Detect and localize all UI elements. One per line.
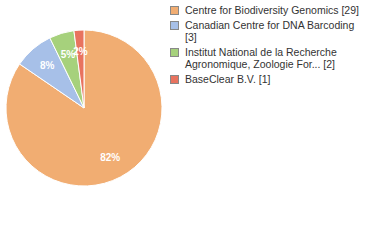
html-text:Centre for Biodiversity Genomi: Centre for Biodiversity Genomics [29]	[185, 4, 359, 16]
svg-text:82%: 82%	[100, 152, 120, 163]
svg-text:8%: 8%	[40, 60, 55, 71]
html-text:Canadian Centre for DNA Barcod: Canadian Centre for DNA Barcoding [3]	[185, 19, 355, 43]
html-text:Institut National de la Recher: Institut National de la Recherche Agrono…	[185, 46, 337, 70]
html-text:BaseClear B.V. [1]: BaseClear B.V. [1]	[185, 73, 271, 85]
svg-text:5%: 5%	[60, 48, 76, 60]
svg-text:2%: 2%	[73, 46, 88, 57]
